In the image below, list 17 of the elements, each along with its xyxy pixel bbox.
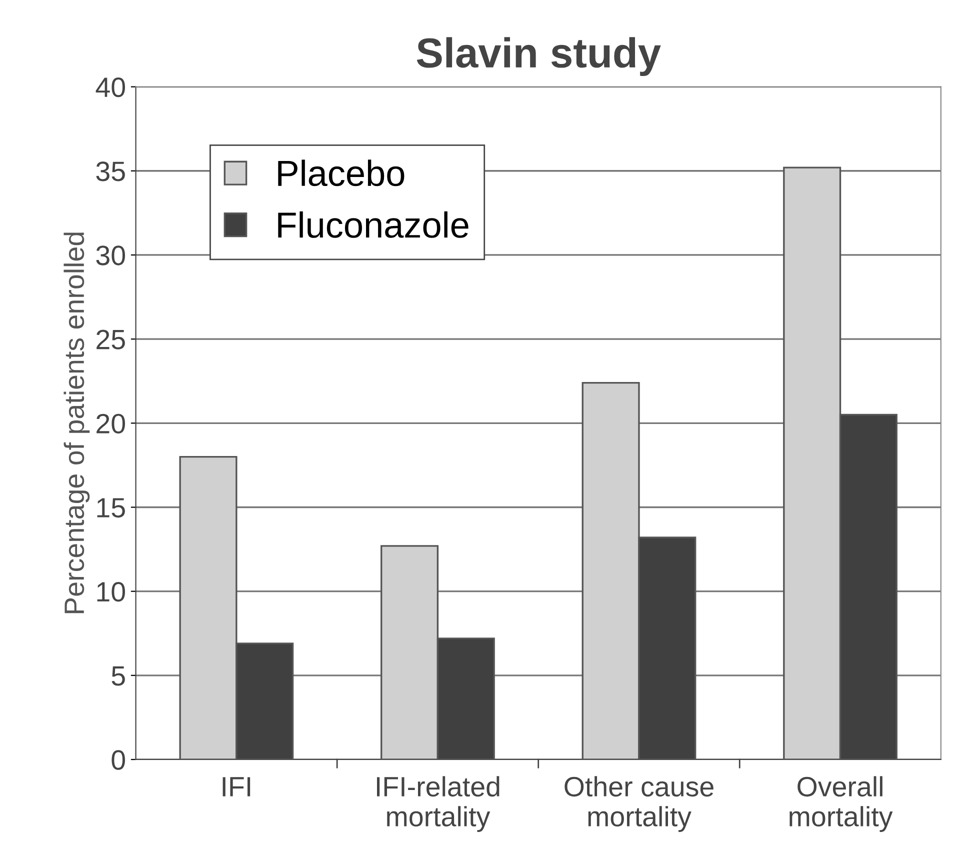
y-tick-label: 40 xyxy=(96,77,125,98)
x-tick-label: IFI xyxy=(222,777,250,796)
y-tick-label: 15 xyxy=(97,498,125,518)
legend-label: Placebo xyxy=(278,160,404,186)
y-axis-title: Percentage of patients enrolled xyxy=(64,232,90,614)
y-tick-label: 10 xyxy=(97,582,125,602)
y-tick-label: 35 xyxy=(96,162,125,182)
y-tick-label: 0 xyxy=(112,750,125,770)
x-tick-label: Other cause mortality xyxy=(564,776,714,832)
y-tick-label: 25 xyxy=(96,330,125,350)
x-tick-label: Overall mortality xyxy=(790,776,893,832)
y-tick-label: 5 xyxy=(112,666,125,686)
y-tick-label: 30 xyxy=(96,246,125,266)
x-tick-label: IFI-related mortality xyxy=(376,776,500,832)
legend-label: Fluconazole xyxy=(278,211,468,238)
chart-title: Slavin study xyxy=(416,37,661,76)
y-tick-label: 20 xyxy=(96,414,125,434)
